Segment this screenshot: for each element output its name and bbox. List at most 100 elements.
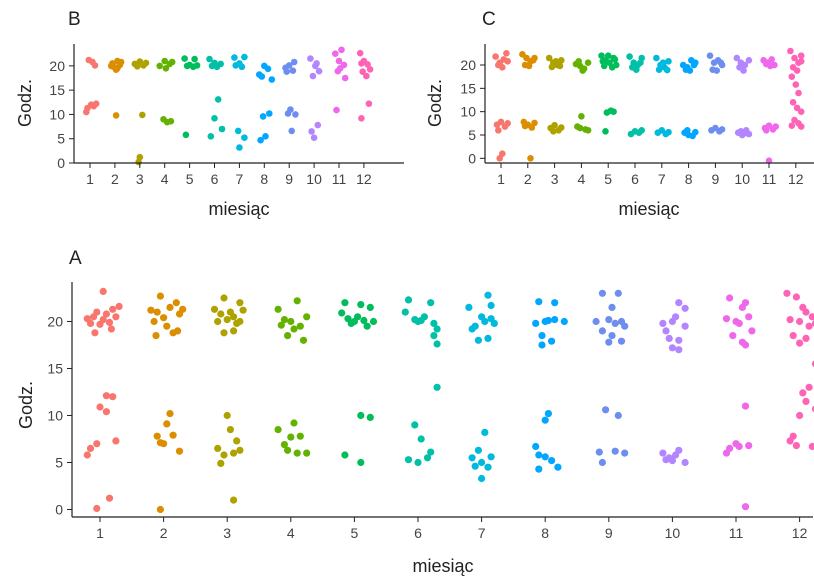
panel-a-point-m3-10 (214, 317, 222, 326)
panel-a-point-m12-14 (805, 383, 813, 391)
panel-b-point-m6-4 (217, 60, 224, 68)
panel-a-point-m6-8 (430, 319, 438, 327)
panel-a-point-m5-4 (338, 309, 346, 317)
panel-b-point-m6-9 (207, 133, 215, 140)
panel-a-point-m4-3 (280, 316, 288, 324)
panel-a-point-m4-14 (296, 432, 304, 440)
panel-b-y-ticks: 0 5 10 15 20 (49, 58, 74, 171)
panel-c-point-m4-4 (584, 59, 592, 66)
panel-a-point-m8-5 (544, 316, 553, 325)
panel-a-point-m7-3 (487, 301, 495, 310)
panel-a-point-m2-10 (163, 322, 171, 330)
panel-a-point-m7-9 (468, 325, 476, 333)
panel-b-point-m8-9 (257, 136, 264, 144)
panel-a-point-m4-5 (296, 322, 304, 330)
panel-a-point-m2-8 (179, 305, 187, 313)
panel-a-point-m1-22 (83, 451, 91, 459)
panel-c-point-m7-6 (659, 59, 667, 66)
panel-a-point-m11-6 (735, 319, 743, 327)
panel-a-point-m8-8 (538, 332, 546, 340)
panel-c-x-tick-label: 8 (685, 171, 693, 187)
panel-a-point-m11-1 (726, 294, 734, 302)
panel-a-point-m10-5 (662, 327, 670, 335)
panel-c-x-tick-label: 6 (631, 171, 639, 187)
panel-a-point-m8-4 (532, 319, 540, 327)
panel-a-point-m3-14 (223, 411, 231, 420)
panel-a-point-m8-13 (532, 442, 540, 451)
panel-c-point-m2-12 (521, 122, 529, 130)
panel-a-point-m2-18 (169, 431, 177, 439)
panel-a-point-m4-12 (274, 426, 282, 434)
panel-a-point-m9-9 (598, 327, 607, 335)
panel-a-point-m12-16 (799, 389, 807, 397)
panel-b-point-m10-8 (310, 134, 318, 141)
panel-b-point-m11-2 (338, 46, 345, 54)
panel-a-tag: A (69, 248, 82, 269)
panel-b-point-m7-6 (234, 127, 242, 135)
panel-b-x-tick-label: 9 (285, 171, 293, 187)
panel-a-point-m2-12 (174, 327, 182, 335)
panel-a-point-m11-12 (741, 402, 750, 410)
panel-a-point-m2-14 (166, 410, 174, 418)
panel-b-point-m1-7 (83, 108, 90, 116)
panel-a-point-m5-2 (357, 301, 365, 309)
panel-a-point-m4-18 (293, 449, 301, 457)
panel-a-point-m8-14 (535, 451, 543, 459)
panel-c-point-m12-11 (789, 99, 797, 106)
panel-b-y-tick-label: 20 (49, 58, 65, 74)
panel-c-point-m3-12 (550, 128, 557, 135)
panel-a-point-m8-12 (541, 416, 549, 424)
panel-b-point-m6-8 (218, 125, 226, 133)
panel-a-point-m7-5 (481, 317, 489, 326)
panel-b-point-m1-3 (91, 62, 99, 69)
panel-a-point-m10-7 (681, 322, 689, 330)
panel-c-point-m2-6 (525, 62, 533, 70)
panel-a-point-m12-12 (796, 339, 804, 347)
panel-b-x-tick-label: 6 (211, 171, 219, 187)
panel-a-point-m2-1 (156, 292, 164, 300)
panel-c-point-m11-12 (765, 157, 773, 164)
panel-b-point-m2-9 (112, 112, 120, 119)
panel-a-point-m2-6 (166, 303, 174, 311)
panel-c-point-m7-4 (665, 58, 672, 65)
panel-a-point-m4-10 (299, 336, 308, 344)
panel-a-point-m10-10 (668, 344, 677, 352)
panel-c-point-m5-7 (604, 52, 612, 59)
panel-a-point-m12-5 (786, 316, 794, 324)
panel-b-point-m9-4 (289, 67, 297, 74)
panel-a-point-m5-14 (341, 451, 349, 459)
panel-b-x-tick-label: 11 (332, 171, 347, 187)
panel-a-point-m9-6 (611, 319, 619, 327)
panel-a-point-m1-21 (86, 444, 95, 452)
panel-b-point-m11-1 (332, 50, 339, 57)
panel-a-point-m3-13 (236, 317, 244, 326)
panel-b-point-m9-7 (292, 111, 299, 118)
panel-a-point-m2-9 (150, 317, 158, 326)
panel-a-point-m11-7 (745, 313, 753, 321)
panel-c-point-m7-7 (663, 66, 671, 74)
panel-c-point-m12-6 (793, 67, 801, 74)
panel-a-point-m8-10 (538, 341, 546, 349)
panel-a-x-tick-label: 7 (478, 525, 486, 541)
panel-c-point-m10-3 (741, 61, 749, 69)
panel-a-point-m12-10 (789, 332, 797, 340)
panel-b-point-m12-5 (359, 68, 367, 75)
panel-a-point-m5-12 (357, 411, 365, 420)
panel-c-point-m9-7 (717, 59, 725, 66)
panel-a-point-m1-24 (93, 504, 101, 513)
panel-a-point-m3-16 (233, 437, 241, 445)
panel-b-point-m4-2 (161, 57, 168, 65)
panel-a-point-m1-3 (86, 319, 95, 327)
panel-c-point-m11-3 (768, 56, 775, 63)
panel-b-point-m12-7 (358, 60, 365, 67)
panel-b-point-m6-1 (206, 55, 213, 63)
panel-a-point-m4-4 (287, 317, 295, 326)
panel-a-point-m1-11 (112, 313, 120, 321)
panel-b-point-m2-8 (114, 65, 121, 72)
panel-c-y-tick-label: 15 (460, 80, 476, 96)
panel-b-point-m7-8 (236, 144, 243, 151)
panel-a-point-m12-8 (805, 322, 813, 330)
panel-a-point-m12-7 (799, 303, 807, 311)
panel-b-point-m10-7 (308, 128, 315, 135)
panel-c-point-m6-11 (638, 127, 645, 134)
